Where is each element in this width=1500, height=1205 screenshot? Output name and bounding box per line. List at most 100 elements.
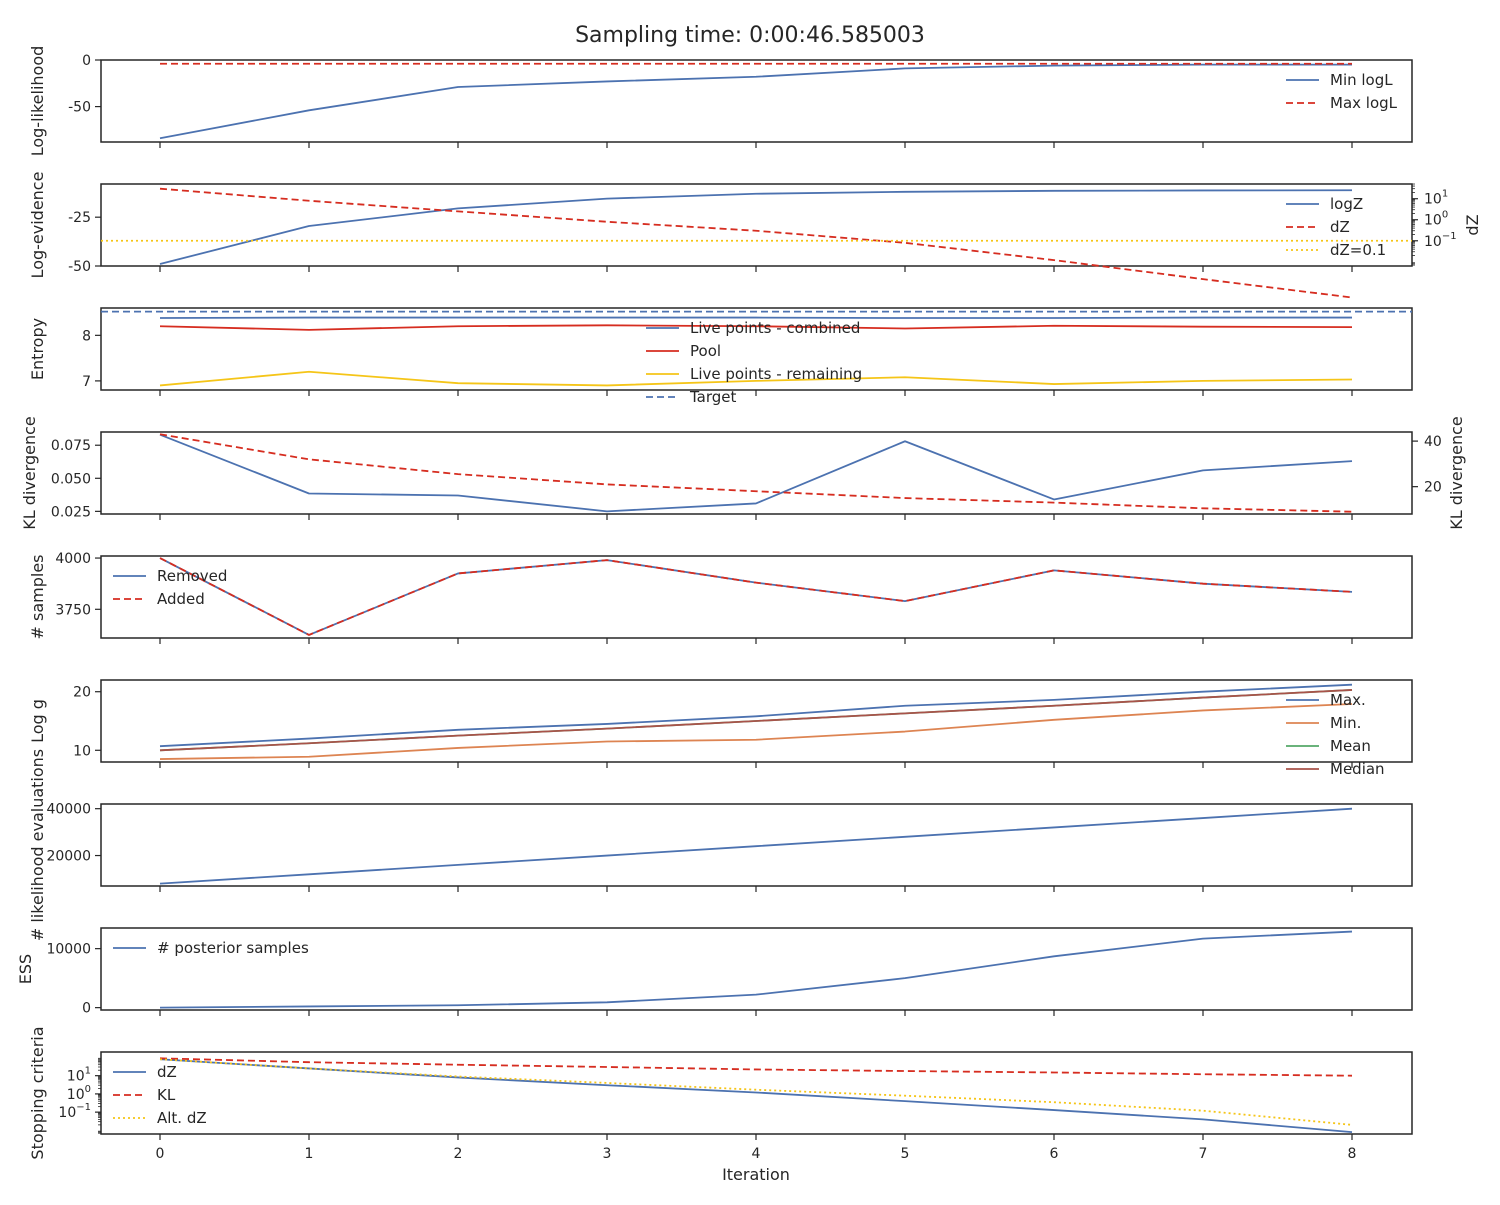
x-tick-label: 4 [752, 1146, 761, 1162]
plot-frame [101, 60, 1412, 142]
legend-label: Min logL [1330, 71, 1393, 89]
y2-axis-label: dZ [1463, 214, 1482, 235]
x-tick-label: 1 [305, 1146, 314, 1162]
legend: Removed Added [113, 567, 227, 608]
legend-label: Alt. dZ [157, 1109, 207, 1127]
legend-label: dZ [1330, 218, 1350, 236]
chart-panel-8: 10000 0 ESS # posterior samples [16, 928, 1412, 1017]
x-tick-label: 2 [454, 1146, 463, 1162]
legend-label: Removed [157, 567, 227, 585]
legend: dZ KL Alt. dZ [113, 1063, 207, 1127]
plot-frame [101, 432, 1412, 514]
y-axis-label: # samples [28, 555, 47, 640]
chart-panel-7: 40000 20000# likelihood evaluations [28, 749, 1412, 941]
legend-label: logZ [1330, 195, 1363, 213]
y-tick-label: 0.025 [51, 504, 91, 520]
legend: # posterior samples [113, 939, 309, 957]
y2-tick-label: 10−1 [1424, 231, 1457, 250]
y2-tick-label: 20 [1424, 480, 1442, 496]
y-axis-label: Log g [28, 699, 47, 743]
legend-label: Target [689, 388, 737, 406]
plot-frame [101, 184, 1412, 266]
x-tick-label: 5 [901, 1146, 910, 1162]
chart-panel-4: 0.075 0.050 0.025 40 20 KL divergence KL diver… [20, 416, 1466, 529]
y2-tick-label: 100 [1424, 210, 1448, 229]
y-tick-label: 3750 [55, 602, 91, 618]
x-tick-label: 3 [603, 1146, 612, 1162]
x-tick-label: 8 [1348, 1146, 1357, 1162]
x-axis-label: Iteration [722, 1165, 790, 1184]
y2-axis-label: KL divergence [1447, 416, 1466, 529]
legend-label: Median [1330, 760, 1385, 778]
chart-panel-1: 0 -50 Log-likelihood Min logL Max logL [28, 46, 1412, 157]
y-tick-label: 40000 [46, 802, 91, 818]
y-tick-label: 100 [67, 1084, 91, 1103]
chart-panel-6: 20 10 Log g Max. Min. Mean Median [28, 680, 1412, 778]
series-line-2 [160, 434, 1352, 511]
plot-frame [101, 556, 1412, 638]
x-tick-label: 7 [1199, 1146, 1208, 1162]
legend: Min logL Max logL [1286, 71, 1398, 112]
legend-label: Max. [1330, 691, 1366, 709]
x-tick-label: 0 [156, 1146, 165, 1162]
y2-tick-label: 40 [1424, 434, 1442, 450]
series-line-min- [160, 704, 1352, 759]
legend-label: Live points - combined [690, 319, 860, 337]
y-axis-label: Stopping criteria [28, 1026, 47, 1159]
y-tick-label: 0.075 [51, 438, 91, 454]
panels-group: 0 -50 Log-likelihood Min logL Max logL -25 -50… [16, 46, 1482, 1162]
y-tick-label: 10 [73, 743, 91, 759]
y-axis-label: ESS [16, 954, 35, 984]
series-line-added [160, 558, 1352, 635]
series-line-min-logl [160, 65, 1352, 139]
series-line-kl [160, 1058, 1352, 1075]
legend: logZ dZ dZ=0.1 [1286, 195, 1386, 259]
y-axis-label: Entropy [28, 318, 47, 380]
y-tick-label: -25 [68, 210, 91, 226]
series-line-dz [160, 189, 1352, 298]
legend-label: # posterior samples [157, 939, 309, 957]
legend-label: Added [157, 590, 205, 608]
series-line-1 [160, 435, 1352, 512]
legend-label: Pool [690, 342, 721, 360]
legend-label: KL [157, 1086, 176, 1104]
x-tick-label: 6 [1050, 1146, 1059, 1162]
y-tick-label: 4000 [55, 551, 91, 567]
y-tick-label: 8 [82, 328, 91, 344]
legend-label: Mean [1330, 737, 1371, 755]
y-tick-label: 20000 [46, 849, 91, 865]
y-tick-label: 7 [82, 374, 91, 390]
series-line-1 [160, 809, 1352, 884]
y-axis-label: # likelihood evaluations [28, 749, 47, 941]
y-axis-label: Log-likelihood [28, 46, 47, 157]
legend-label: dZ [157, 1063, 177, 1081]
series-line-logz [160, 190, 1352, 264]
y-tick-label: 0 [82, 1001, 91, 1017]
series-line--posterior-samples [160, 932, 1352, 1008]
y-tick-label: 101 [67, 1066, 91, 1085]
y-tick-label: 0 [82, 53, 91, 69]
y2-tick-label: 101 [1424, 189, 1448, 208]
legend: Max. Min. Mean Median [1286, 691, 1385, 778]
y-axis-label: KL divergence [20, 416, 39, 529]
y-tick-label: 20 [73, 685, 91, 701]
figure-title: Sampling time: 0:00:46.585003 [575, 23, 925, 48]
plot-frame [101, 804, 1412, 886]
legend-label: dZ=0.1 [1330, 241, 1386, 259]
chart-panel-5: 4000 3750 # samples Removed Added [28, 551, 1412, 644]
y-tick-label: -50 [68, 259, 91, 275]
series-line-max- [160, 685, 1352, 747]
series-line-median [160, 690, 1352, 750]
y-tick-label: 0.050 [51, 471, 91, 487]
legend-label: Max logL [1330, 94, 1398, 112]
legend-label: Min. [1330, 714, 1361, 732]
y-tick-label: 10000 [46, 942, 91, 958]
y-tick-label: -50 [68, 100, 91, 116]
y-tick-label: 10−1 [58, 1102, 91, 1121]
